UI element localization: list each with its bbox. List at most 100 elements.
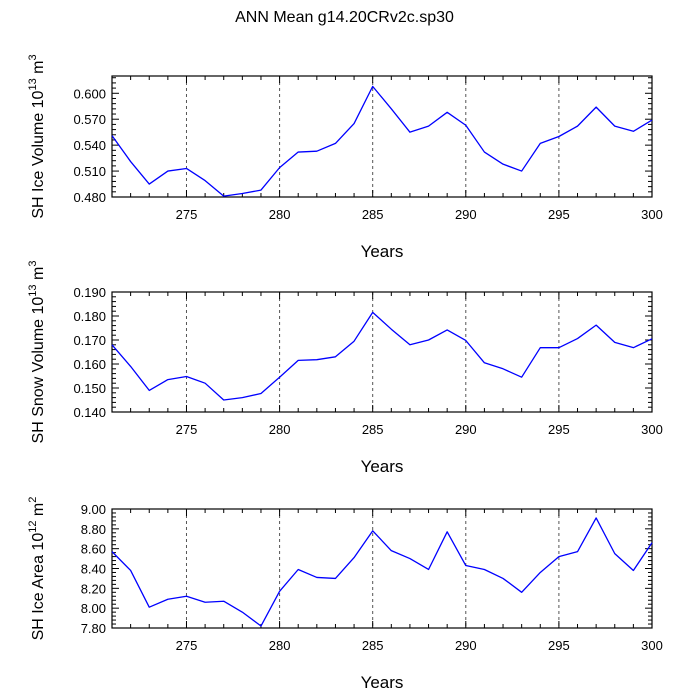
- data-point: [167, 598, 169, 600]
- x-tick-label: 300: [641, 422, 663, 437]
- data-point: [632, 347, 634, 349]
- data-point: [353, 123, 355, 125]
- y-tick-label: 0.480: [73, 190, 106, 205]
- x-tick-label: 280: [269, 638, 291, 653]
- x-tick-label: 295: [548, 422, 570, 437]
- x-tick-label: 290: [455, 207, 477, 222]
- y-tick-label: 0.510: [73, 164, 106, 179]
- x-tick-label: 280: [269, 422, 291, 437]
- data-point: [632, 569, 634, 571]
- data-point: [409, 131, 411, 133]
- data-point: [446, 111, 448, 113]
- data-point: [167, 170, 169, 172]
- data-point: [409, 558, 411, 560]
- data-point: [372, 530, 374, 532]
- data-point: [577, 125, 579, 127]
- x-tick-label: 275: [176, 638, 198, 653]
- data-point: [446, 329, 448, 331]
- data-point: [539, 571, 541, 573]
- data-point: [651, 542, 653, 544]
- data-point: [204, 382, 206, 384]
- y-tick-label: 0.540: [73, 138, 106, 153]
- x-axis-label: Years: [361, 457, 404, 476]
- data-point: [465, 339, 467, 341]
- y-tick-label: 0.190: [73, 285, 106, 300]
- data-point: [204, 180, 206, 182]
- data-point: [428, 125, 430, 127]
- data-point: [651, 119, 653, 121]
- y-tick-label: 8.00: [81, 601, 106, 616]
- series-line-ice-area: [111, 517, 653, 627]
- x-tick-label: 295: [548, 638, 570, 653]
- y-tick-label: 0.160: [73, 357, 106, 372]
- series-line-snow-volume: [111, 311, 653, 401]
- data-point: [148, 606, 150, 608]
- y-tick-label: 0.180: [73, 309, 106, 324]
- x-tick-label: 290: [455, 422, 477, 437]
- y-tick-label: 8.20: [81, 581, 106, 596]
- data-point: [632, 130, 634, 132]
- data-point: [372, 311, 374, 313]
- data-point: [185, 595, 187, 597]
- data-point: [316, 150, 318, 152]
- data-point: [521, 591, 523, 593]
- plot-frame-snow-volume: [111, 291, 653, 413]
- data-point: [297, 359, 299, 361]
- data-point: [558, 347, 560, 349]
- data-point: [241, 193, 243, 195]
- data-point: [297, 151, 299, 153]
- data-point: [483, 151, 485, 153]
- data-point: [223, 600, 225, 602]
- y-tick-label: 9.00: [81, 502, 106, 517]
- data-point: [428, 339, 430, 341]
- data-point: [390, 328, 392, 330]
- x-tick-label: 285: [362, 422, 384, 437]
- data-point: [260, 625, 262, 627]
- data-point: [260, 189, 262, 191]
- data-point: [502, 163, 504, 165]
- data-point: [614, 553, 616, 555]
- data-point: [595, 106, 597, 108]
- y-tick-label: 0.150: [73, 381, 106, 396]
- y-axis-label: SH Snow Volume 1013 m3: [27, 261, 47, 444]
- data-point: [241, 611, 243, 613]
- data-point: [148, 183, 150, 185]
- data-point: [334, 577, 336, 579]
- series-line-ice-volume: [111, 85, 653, 197]
- data-point: [241, 397, 243, 399]
- x-tick-label: 285: [362, 638, 384, 653]
- data-point: [428, 568, 430, 570]
- data-point: [558, 556, 560, 558]
- data-point: [148, 389, 150, 391]
- data-point: [614, 125, 616, 127]
- data-point: [130, 161, 132, 163]
- data-point: [111, 344, 113, 346]
- data-point: [483, 568, 485, 570]
- data-point: [353, 340, 355, 342]
- data-point: [595, 324, 597, 326]
- x-tick-label: 300: [641, 207, 663, 222]
- y-tick-label: 8.80: [81, 522, 106, 537]
- y-tick-label: 0.140: [73, 405, 106, 420]
- x-tick-label: 295: [548, 207, 570, 222]
- x-tick-label: 285: [362, 207, 384, 222]
- data-point: [651, 338, 653, 340]
- data-point: [539, 347, 541, 349]
- data-point: [279, 590, 281, 592]
- data-point: [334, 142, 336, 144]
- data-point: [483, 362, 485, 364]
- data-point: [185, 167, 187, 169]
- data-point: [390, 550, 392, 552]
- x-tick-label: 290: [455, 638, 477, 653]
- data-point: [446, 531, 448, 533]
- data-point: [260, 393, 262, 395]
- data-point: [558, 136, 560, 138]
- panel-snow-volume: 0.140 0.150 0.160 0.170 0.180 0.190 275 280 285 2…: [27, 261, 663, 476]
- panel-ice-volume: 0.480 0.510 0.540 0.570 0.600 275 280 285 290 295…: [27, 54, 663, 261]
- x-tick-label: 300: [641, 638, 663, 653]
- data-point: [316, 576, 318, 578]
- data-point: [539, 142, 541, 144]
- x-tick-label: 275: [176, 207, 198, 222]
- x-tick-label: 275: [176, 422, 198, 437]
